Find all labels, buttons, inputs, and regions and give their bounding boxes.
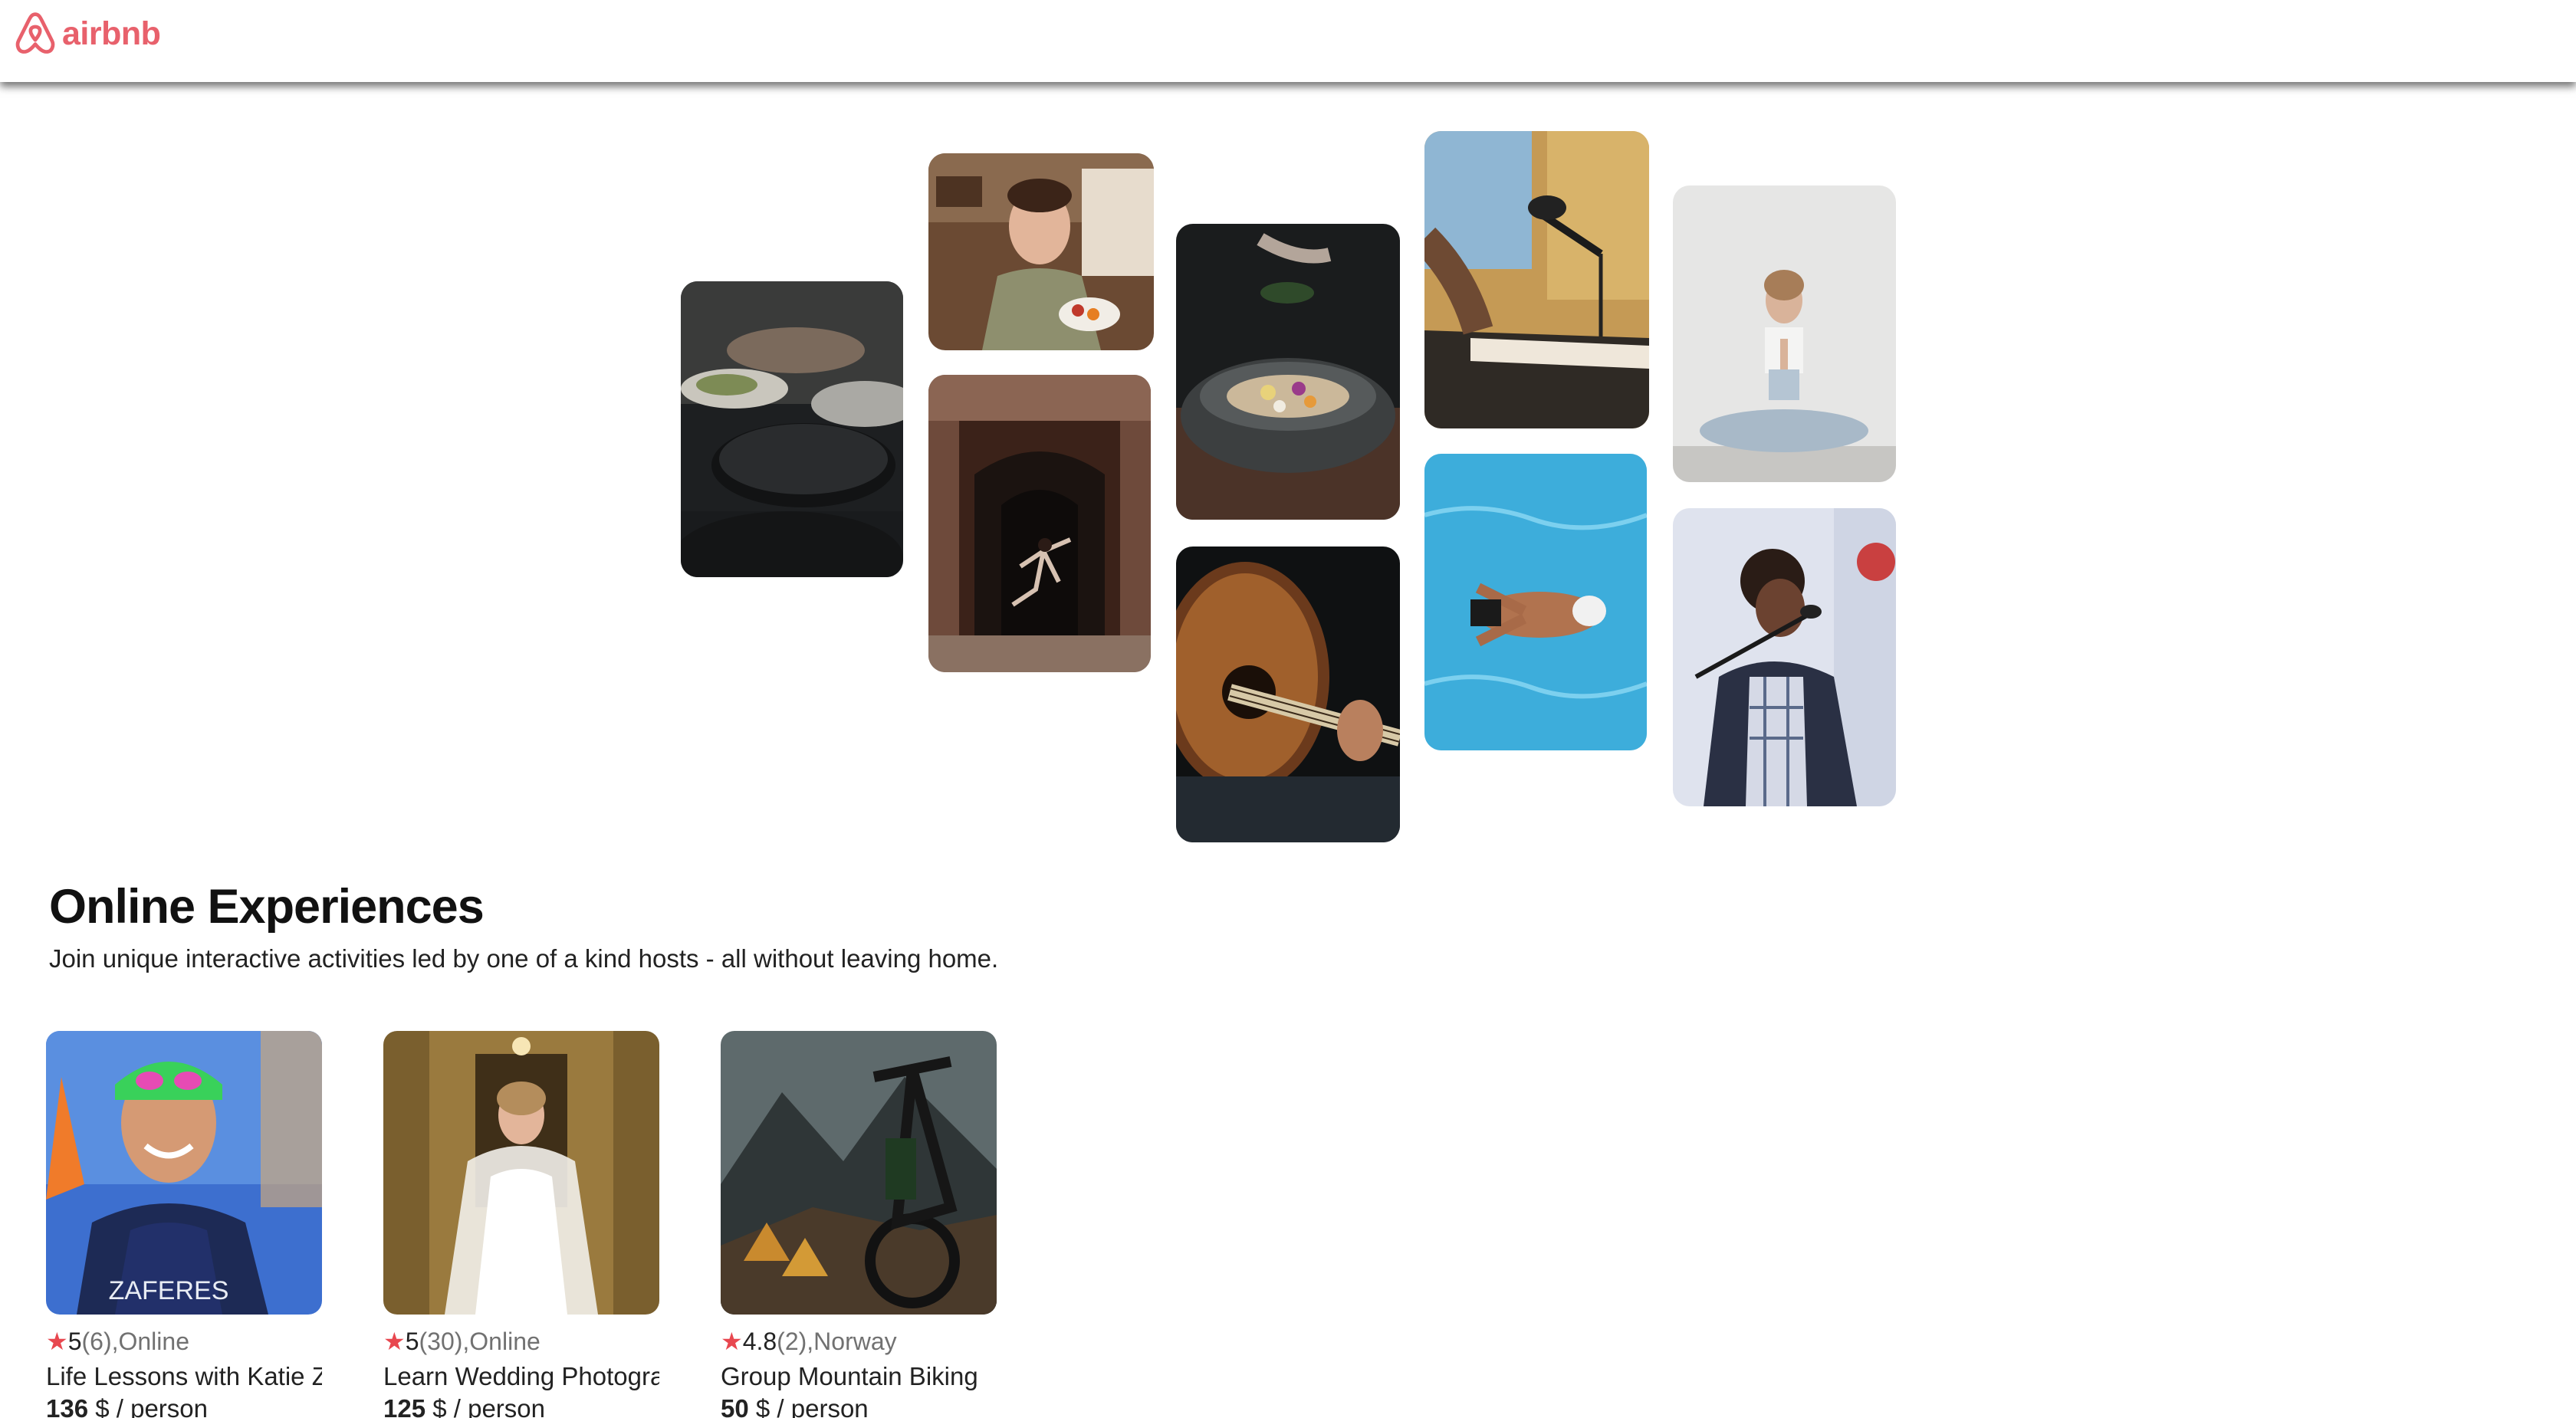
price-suffix: $ / person [748,1394,869,1418]
experience-card-image[interactable]: ZAFERES [46,1031,322,1315]
hero-tile-piano-microphone [1424,131,1649,428]
experience-card-price: 136 $ / person [46,1394,322,1418]
price-value: 125 [383,1394,426,1418]
top-navbar: airbnb [0,0,2576,82]
card-location: Online [118,1327,189,1355]
logo-wordmark: airbnb [62,15,161,52]
card-location: Online [469,1327,540,1355]
experience-card-image[interactable] [721,1031,997,1315]
review-count: (2) [777,1327,807,1355]
experience-card-title[interactable]: Learn Wedding Photography [383,1362,659,1390]
meta-separator: , [111,1327,119,1355]
rating-value: 5 [405,1327,419,1355]
section-title: Online Experiences [49,880,485,934]
airbnb-logo-icon [15,12,55,54]
experience-card-meta: ★ 4.8 (2), Norway [721,1327,997,1356]
price-suffix: $ / person [88,1394,208,1418]
section-subtitle: Join unique interactive activities led b… [49,944,999,973]
hero-tile-swimmer [1424,454,1647,750]
experience-card-meta: ★ 5 (6), Online [46,1327,322,1356]
experience-card-title[interactable]: Group Mountain Biking [721,1362,978,1390]
experience-card-title[interactable]: Life Lessons with Katie Zaferes [46,1362,322,1390]
experience-card-price: 50 $ / person [721,1394,997,1418]
review-count: (6) [81,1327,112,1355]
hero-tile-dancer-doorway [928,375,1151,672]
meta-separator: , [462,1327,470,1355]
airbnb-logo[interactable]: airbnb [13,10,161,57]
price-suffix: $ / person [426,1394,545,1418]
rating-value: 4.8 [742,1327,777,1355]
swimsuit-text: ZAFERES [109,1276,229,1305]
price-value: 136 [46,1394,89,1418]
experience-card[interactable]: ZAFERES ★ 5 (6), Online Life Lessons with K… [46,1031,322,1418]
experience-card[interactable]: ★5(30),Online Learn Wedding Photography … [383,1031,659,1418]
hero-tile-cooking-pans [681,281,903,577]
hero-tile-food-bowl [1176,224,1400,520]
card-location: Norway [813,1327,897,1355]
hero-tile-yoga [1673,185,1896,482]
experience-card-image[interactable] [383,1031,659,1315]
rating-value: 5 [67,1327,82,1355]
star-icon: ★ [46,1328,68,1355]
star-icon: ★ [721,1328,743,1355]
experience-card-meta: ★ 5 (30), Online [383,1327,659,1356]
review-count: (30) [419,1327,463,1355]
star-icon: ★ [383,1328,406,1355]
hero-tile-singer [1673,508,1896,806]
experience-card-price: 125 $ / person [383,1394,659,1418]
hero-tile-baker-woman [928,153,1154,350]
meta-separator: , [807,1327,814,1355]
experience-card[interactable]: ★ 4.8 (2), Norway Group Mountain Biking 50 … [721,1031,997,1418]
hero-tile-guitar [1176,547,1400,842]
price-value: 50 [721,1394,749,1418]
